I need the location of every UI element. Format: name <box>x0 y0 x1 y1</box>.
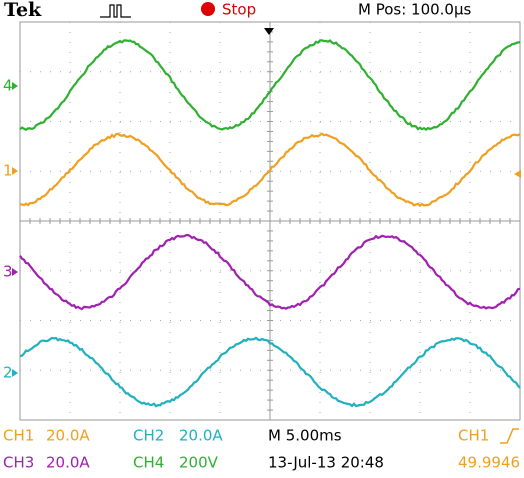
trigger-source: CH1 <box>458 427 489 445</box>
ch-marker: 1 <box>3 162 13 180</box>
brand: Tek <box>4 0 42 21</box>
ch-scale: 200V <box>179 454 219 472</box>
frequency: 49.9946 <box>458 454 520 472</box>
ch-label: CH2 <box>133 427 164 445</box>
ch-scale: 20.0A <box>46 427 90 445</box>
ch-label: CH1 <box>3 427 34 445</box>
ch-scale: 20.0A <box>179 427 223 445</box>
date: 13-Jul-13 20:48 <box>268 454 384 472</box>
position: M Pos: 100.0µs <box>358 1 472 19</box>
ch-label: CH3 <box>3 454 34 472</box>
ch-marker: 4 <box>3 77 13 95</box>
stop-icon <box>201 2 215 16</box>
ch-marker: 2 <box>3 364 13 382</box>
run-status: Stop <box>222 1 256 19</box>
ch-scale: 20.0A <box>46 454 90 472</box>
ch-marker: 3 <box>3 263 13 281</box>
timebase: M 5.00ms <box>268 427 342 445</box>
ch-label: CH4 <box>133 454 164 472</box>
